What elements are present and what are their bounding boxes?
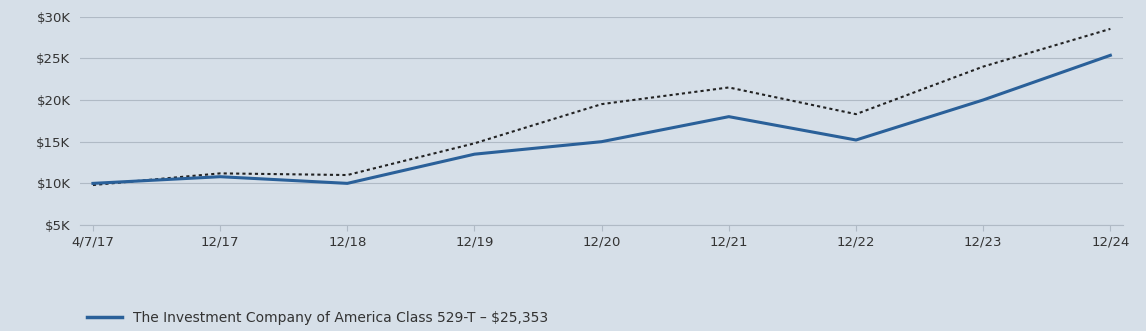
Legend: The Investment Company of America Class 529-T – $25,353, S&P 500 Index – $28,521: The Investment Company of America Class …	[87, 311, 548, 331]
